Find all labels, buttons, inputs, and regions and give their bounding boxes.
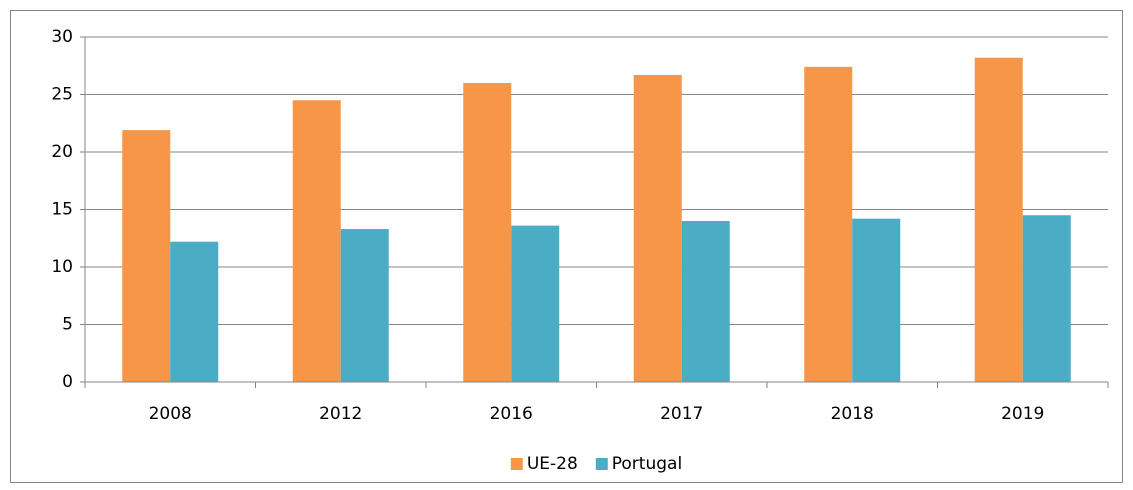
bar xyxy=(681,221,730,382)
bar xyxy=(974,57,1023,382)
bar xyxy=(804,66,853,383)
x-tick-label: 2017 xyxy=(660,404,703,424)
x-tick-label: 2019 xyxy=(1001,404,1044,424)
bar xyxy=(122,130,171,382)
bar xyxy=(511,225,560,382)
y-tick-label: 30 xyxy=(51,27,73,47)
legend-swatch xyxy=(595,458,608,470)
bar xyxy=(292,100,341,382)
bar xyxy=(633,74,682,382)
bar xyxy=(1022,215,1071,382)
y-tick-label: 10 xyxy=(51,257,73,277)
y-tick-label: 25 xyxy=(51,85,73,105)
y-tick-label: 20 xyxy=(51,142,73,162)
legend-label: Portugal xyxy=(612,454,682,474)
legend-swatch xyxy=(510,458,523,470)
y-tick-label: 5 xyxy=(62,315,73,335)
x-tick-label: 2018 xyxy=(831,404,874,424)
bar xyxy=(852,218,901,382)
x-tick-label: 2008 xyxy=(149,404,192,424)
legend-label: UE-28 xyxy=(527,454,578,474)
bar xyxy=(463,83,512,382)
bar xyxy=(170,241,219,382)
x-tick-label: 2012 xyxy=(319,404,362,424)
x-tick-label: 2016 xyxy=(490,404,533,424)
y-tick-label: 0 xyxy=(62,372,73,392)
bar xyxy=(340,229,389,382)
y-tick-label: 15 xyxy=(51,200,73,220)
